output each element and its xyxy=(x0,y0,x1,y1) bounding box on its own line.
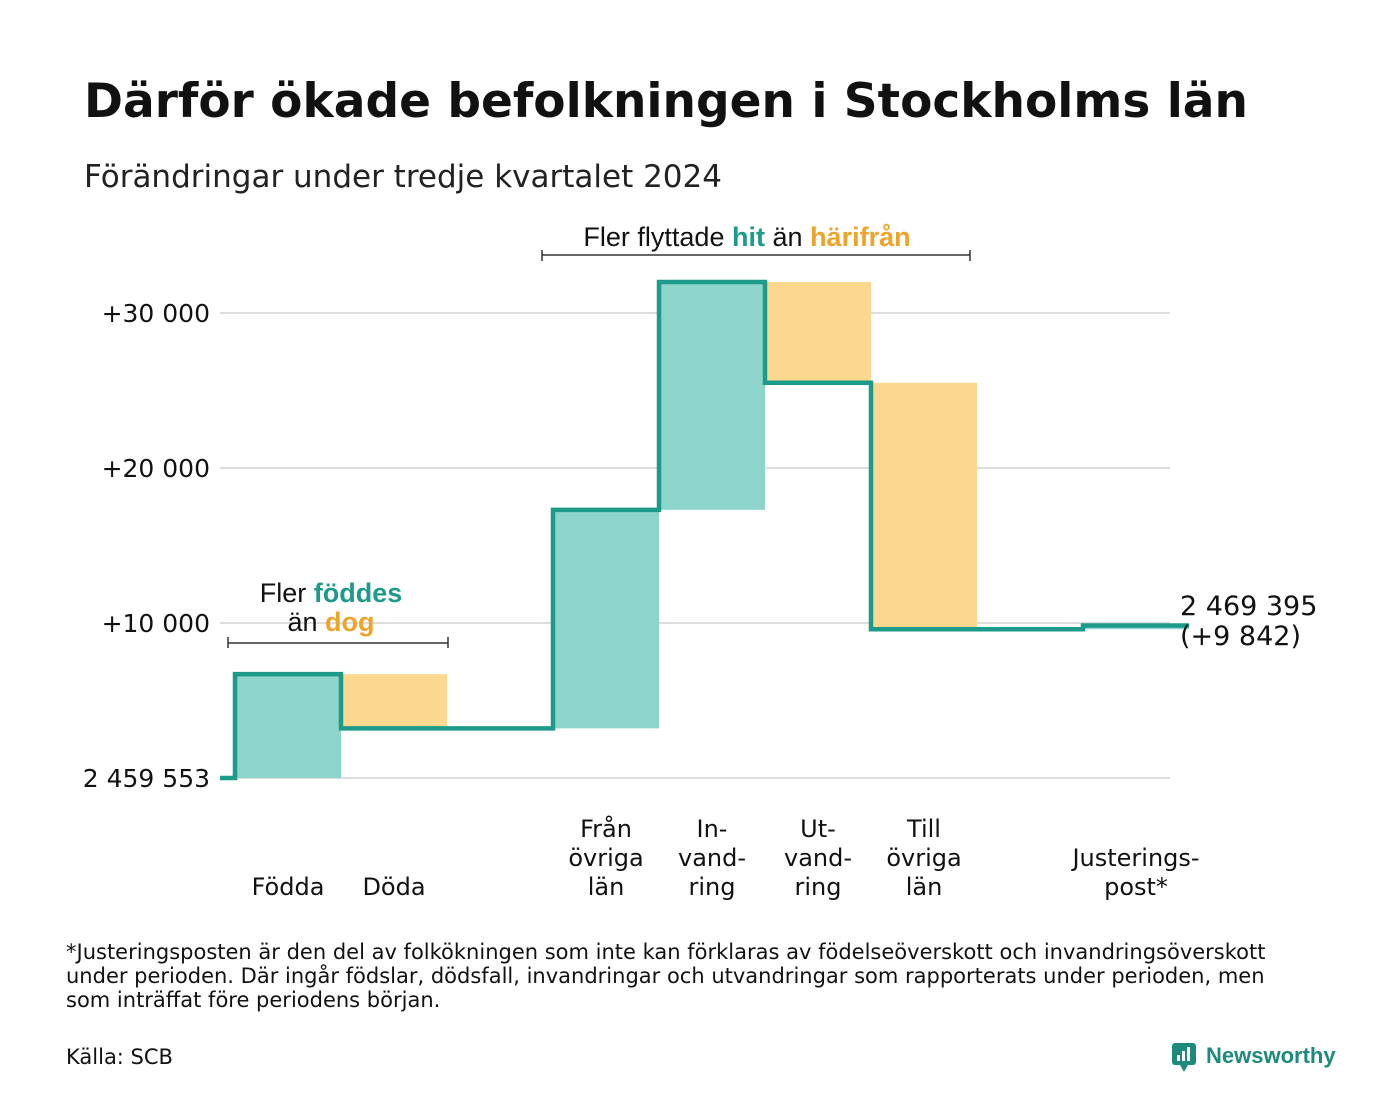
waterfall-bar xyxy=(765,282,871,383)
migration-annotation: Fler flyttade hit än härifrån xyxy=(541,222,971,261)
category-label: övriga xyxy=(568,844,643,872)
footnote-line-2: under perioden. Där ingår födslar, dödsf… xyxy=(66,963,1265,988)
waterfall-bar xyxy=(659,282,765,510)
category-label: län xyxy=(906,873,943,901)
category-label: vand- xyxy=(678,844,746,872)
y-axis-ticks: 2 459 553 +10 000 +20 000 +30 000 xyxy=(83,299,210,793)
y-tick-label: +10 000 xyxy=(102,609,210,638)
category-label: övriga xyxy=(886,844,961,872)
chart-subtitle: Förändringar under tredje kvartalet 2024 xyxy=(84,159,722,195)
step-line xyxy=(220,279,1189,781)
footnote-line-3: som inträffat före periodens början. xyxy=(66,988,440,1012)
category-label: Till xyxy=(906,815,941,843)
category-label: In- xyxy=(697,815,728,843)
migration-annotation-text: Fler flyttade hit än härifrån xyxy=(583,222,910,252)
migration-bracket xyxy=(541,250,971,261)
newsworthy-logo-icon xyxy=(1172,1043,1196,1072)
births-annotation-line1: Fler föddes xyxy=(260,578,403,608)
brand-name: Newsworthy xyxy=(1206,1043,1336,1068)
y-tick-label: 2 459 553 xyxy=(83,764,210,793)
step-line-path xyxy=(220,279,1189,781)
category-labels: Födda DödaFrånövrigalänIn-vand-ringUt-van… xyxy=(252,814,1200,901)
brand-logo: Newsworthy xyxy=(1172,1043,1336,1072)
category-label: post* xyxy=(1104,873,1168,901)
waterfall-bar xyxy=(235,674,341,778)
waterfall-bar xyxy=(553,509,659,729)
category-label: Födda xyxy=(252,873,325,901)
end-change-label: (+9 842) xyxy=(1180,621,1301,652)
category-label: Döda xyxy=(362,873,425,901)
end-value-label: 2 469 395 xyxy=(1180,591,1317,622)
y-tick-label: +20 000 xyxy=(102,454,210,483)
category-label: Från xyxy=(580,814,632,843)
births-annotation: Fler föddes än dog xyxy=(227,578,449,648)
waterfall-bar xyxy=(341,674,447,729)
bars xyxy=(235,282,1189,778)
source-label: Källa: SCB xyxy=(66,1045,173,1069)
category-label: vand- xyxy=(784,844,852,872)
births-annotation-line2: än dog xyxy=(287,607,374,637)
category-label: Ut- xyxy=(800,815,836,843)
category-label: ring xyxy=(689,873,736,901)
births-bracket xyxy=(227,637,449,648)
footnote-line-1: *Justeringsposten är den del av folkökni… xyxy=(66,940,1265,964)
category-label: län xyxy=(588,873,625,901)
chart-title: Därför ökade befolkningen i Stockholms l… xyxy=(84,74,1248,129)
waterfall-bar xyxy=(871,382,977,630)
category-label: Justerings- xyxy=(1070,844,1199,872)
category-label: ring xyxy=(795,873,842,901)
y-tick-label: +30 000 xyxy=(102,299,210,328)
